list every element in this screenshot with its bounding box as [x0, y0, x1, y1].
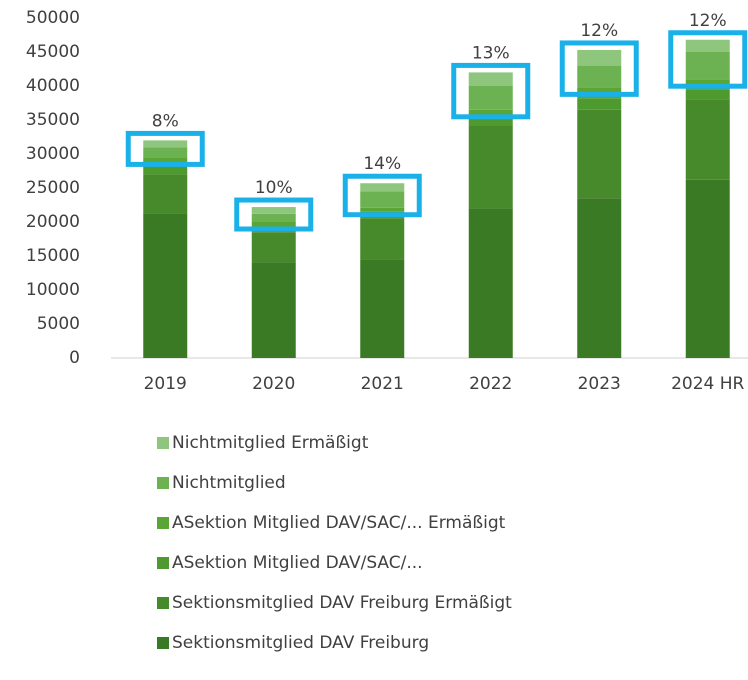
bar-segment	[360, 259, 405, 358]
bar-segment	[251, 262, 296, 358]
bar-segment	[468, 86, 513, 110]
y-tick-label: 5000	[37, 314, 80, 334]
highlight-box	[234, 197, 314, 232]
bar-segment	[577, 198, 622, 358]
legend-swatch	[157, 637, 169, 649]
y-tick-label: 25000	[26, 178, 80, 198]
bar-label: 14%	[363, 154, 401, 174]
legend-label: ASektion Mitglied DAV/SAC/... Ermäßigt	[172, 513, 506, 533]
bar-segment	[143, 213, 188, 358]
bar-segment	[468, 208, 513, 358]
bar-segment	[251, 222, 296, 227]
bar-segment	[685, 89, 730, 100]
x-tick-label: 2024 HR	[671, 374, 744, 394]
bar-segment	[577, 109, 622, 199]
y-tick-label: 20000	[26, 212, 80, 232]
x-tick-label: 2022	[469, 374, 512, 394]
y-tick-label: 40000	[26, 76, 80, 96]
bar-segment	[143, 140, 188, 148]
bar-label: 13%	[472, 43, 510, 63]
bar-segment	[251, 232, 296, 263]
legend-label: Nichtmitglied Ermäßigt	[172, 433, 369, 453]
bar-segment	[251, 207, 296, 214]
bar-label: 10%	[255, 178, 293, 198]
bar-label: 12%	[580, 21, 618, 41]
x-tick-label: 2019	[144, 374, 187, 394]
highlight-box	[451, 62, 531, 120]
bar-segment	[468, 109, 513, 117]
bar-label: 12%	[689, 11, 727, 31]
bar-segment	[685, 39, 730, 52]
x-tick-label: 2021	[361, 374, 404, 394]
legend-swatch	[157, 597, 169, 609]
bar-segment	[251, 213, 296, 222]
highlight-box	[125, 130, 205, 167]
legend-swatch	[157, 557, 169, 569]
bar-segment	[143, 164, 188, 175]
highlight-box	[668, 30, 748, 89]
x-tick-label: 2020	[252, 374, 295, 394]
x-tick-label: 2023	[578, 374, 621, 394]
legend-swatch	[157, 477, 169, 489]
bar-segment	[468, 125, 513, 209]
bar-label: 8%	[152, 111, 179, 131]
bar-segment	[577, 65, 622, 88]
bar-segment	[685, 99, 730, 180]
bar-segment	[143, 147, 188, 158]
y-tick-label: 0	[69, 348, 80, 368]
legend-label: Nichtmitglied	[172, 473, 286, 493]
bar-segment	[685, 52, 730, 80]
bar-segment	[143, 174, 188, 214]
y-tick-label: 30000	[26, 144, 80, 164]
highlight-box	[559, 40, 639, 97]
y-tick-label: 15000	[26, 246, 80, 266]
legend-label: Sektionsmitglied DAV Freiburg Ermäßigt	[172, 593, 512, 613]
highlight-box	[342, 173, 422, 218]
y-tick-label: 45000	[26, 42, 80, 62]
legend-label: Sektionsmitglied DAV Freiburg	[172, 633, 429, 653]
bar-segment	[360, 191, 405, 208]
bar-segment	[360, 183, 405, 192]
legend-swatch	[157, 437, 169, 449]
bar-segment	[360, 207, 405, 212]
y-tick-label: 35000	[26, 110, 80, 130]
bar-segment	[577, 49, 622, 66]
bar-segment	[143, 157, 188, 165]
legend-label: ASektion Mitglied DAV/SAC/...	[172, 553, 423, 573]
y-tick-label: 50000	[26, 8, 80, 28]
bar-segment	[685, 179, 730, 358]
bar-segment	[577, 98, 622, 110]
bar-segment	[468, 72, 513, 86]
legend-swatch	[157, 517, 169, 529]
bar-segment	[468, 116, 513, 126]
y-tick-label: 10000	[26, 280, 80, 300]
bar-segment	[360, 218, 405, 260]
